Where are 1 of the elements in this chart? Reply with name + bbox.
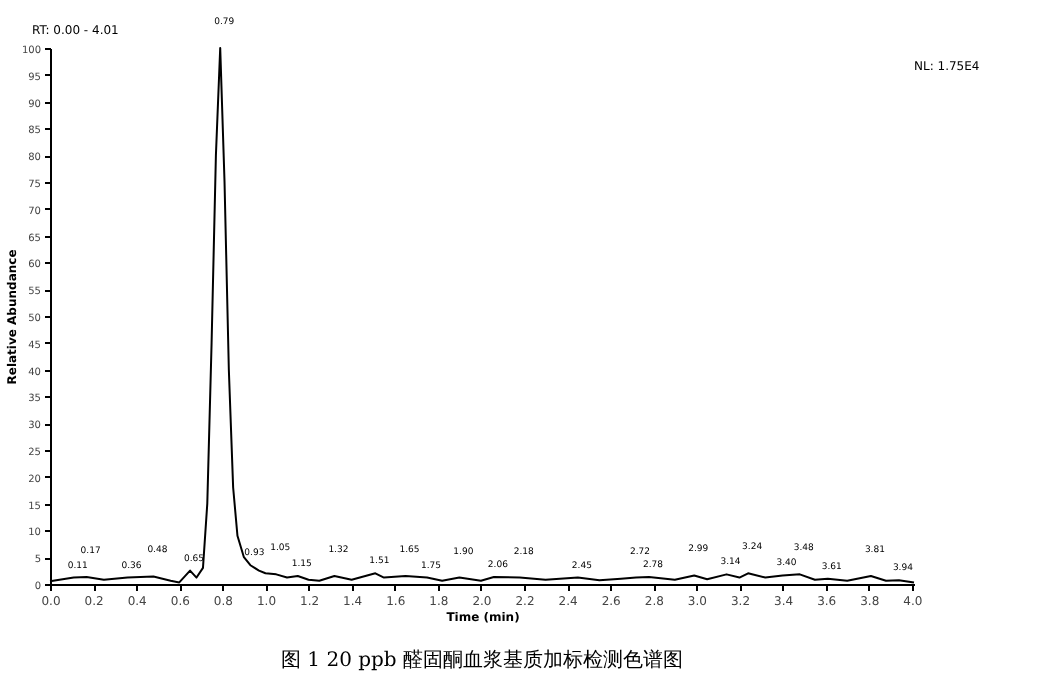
text: 图 1 20 ppb 醛固酮血浆基质加标检测色谱图	[280, 648, 684, 672]
